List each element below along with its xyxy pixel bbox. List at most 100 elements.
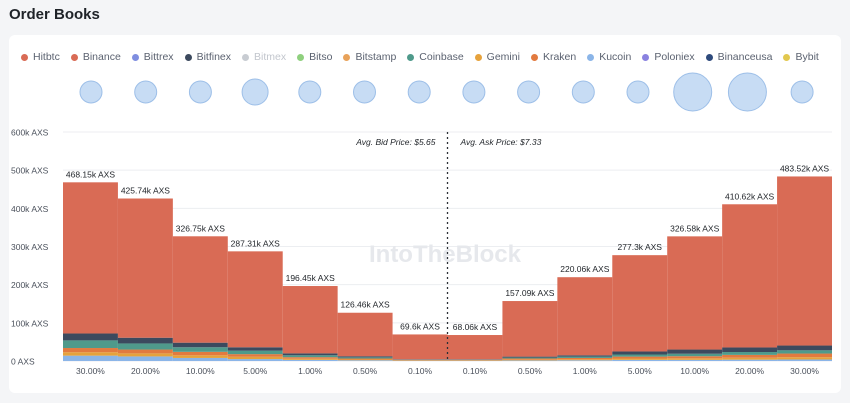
bubble-binanceusa[interactable]: [727, 72, 767, 112]
legend-item-bitso[interactable]: Bitso: [297, 51, 332, 63]
bar-segment-bitfinex: [172, 342, 228, 348]
legend-label: Kraken: [542, 51, 577, 63]
bar-segment-kraken: [502, 358, 558, 360]
bubble-bitstamp[interactable]: [407, 80, 431, 104]
bubble-poloniex[interactable]: [673, 72, 713, 112]
bar-segment-bitfinex: [722, 347, 778, 353]
bar-total-label: 483.52k AXS: [780, 163, 829, 173]
bar-segment-bitfinex: [63, 333, 118, 341]
bar-segment-gemini: [172, 355, 228, 358]
legend-label: Bittrex: [143, 51, 174, 63]
legend-label: Hitbtc: [33, 51, 60, 63]
bar-segment-kucoin: [722, 359, 778, 361]
legend-label: Gemini: [486, 51, 520, 63]
bar-segment-kraken: [612, 356, 668, 359]
bar-segment-binance: [392, 334, 448, 360]
bar-segment-kucoin: [117, 356, 173, 361]
legend-item-poloniex[interactable]: Poloniex: [642, 51, 695, 63]
x-tick-label: 0.10%: [408, 366, 433, 376]
y-tick-label: 400k AXS: [11, 204, 49, 214]
bar-segment-gemini: [117, 353, 173, 357]
bubble-hitbtc[interactable]: [79, 80, 103, 104]
legend-item-bitfinex[interactable]: Bitfinex: [184, 51, 231, 63]
bubble-bittrex[interactable]: [188, 80, 212, 104]
bar-segment-kucoin: [63, 355, 118, 361]
legend-item-binance[interactable]: Binance: [70, 51, 121, 63]
bubble-kraken[interactable]: [571, 80, 595, 104]
legend-label: Kucoin: [599, 51, 632, 63]
x-tick-label: 0.50%: [518, 366, 543, 376]
legend-item-bybit[interactable]: Bybit: [783, 51, 819, 63]
bar-total-label: 468.15k AXS: [66, 169, 115, 179]
bubble-bitso[interactable]: [353, 80, 376, 104]
bar-total-label: 196.45k AXS: [286, 273, 335, 283]
legend-label: Bitmex: [254, 51, 287, 63]
legend-item-bitmex[interactable]: Bitmex: [242, 51, 286, 63]
watermark-text: IntoTheBlock: [369, 241, 522, 268]
bar-segment-bitfinex: [117, 337, 173, 344]
bubble-bybit[interactable]: [790, 80, 814, 104]
bar-segment-binance: [557, 277, 613, 356]
legend-item-gemini[interactable]: Gemini: [474, 51, 520, 63]
x-tick-label: 30.00%: [76, 366, 105, 376]
bar-segment-kucoin: [502, 360, 558, 361]
legend-label: Binance: [82, 51, 121, 63]
bar-segment-kucoin: [557, 360, 613, 361]
bar-segment-binance: [63, 182, 118, 334]
bubble-bitmex[interactable]: [298, 80, 322, 104]
bar-segment-kraken: [117, 349, 173, 354]
x-tick-label: 10.00%: [680, 366, 709, 376]
bar-total-label: 220.06k AXS: [560, 264, 609, 274]
bar-segment-gemini: [282, 358, 338, 360]
legend-dot-icon: [343, 53, 351, 61]
bar-segment-binance: [282, 286, 338, 354]
bubble-coinbase[interactable]: [462, 80, 486, 104]
bar-segment-kraken: [337, 358, 393, 360]
bar-segment-coinbase: [227, 350, 283, 355]
bar-segment-coinbase: [777, 350, 832, 354]
legend-dot-icon: [705, 53, 713, 61]
y-tick-label: 100k AXS: [11, 318, 49, 328]
bar-segment-bitfinex: [777, 345, 832, 351]
legend-item-coinbase[interactable]: Coinbase: [407, 51, 464, 63]
bar-segment-kucoin: [227, 359, 283, 361]
bar-segment-bitfinex: [502, 356, 558, 358]
bubble-gemini[interactable]: [517, 80, 541, 104]
bar-segment-binance: [227, 251, 283, 348]
x-tick-label: 0.10%: [463, 366, 488, 376]
legend-item-binanceusa[interactable]: Binanceusa: [705, 51, 772, 63]
legend-item-bittrex[interactable]: Bittrex: [131, 51, 174, 63]
legend-dot-icon: [21, 53, 28, 61]
bar-segment-kucoin: [282, 359, 338, 361]
bar-segment-bitfinex: [337, 356, 393, 358]
bar-segment-gemini: [63, 352, 118, 356]
bar-segment-kraken: [557, 357, 613, 360]
x-tick-label: 10.00%: [186, 366, 215, 376]
legend-item-kraken[interactable]: Kraken: [530, 51, 577, 63]
bubble-bitfinex[interactable]: [241, 78, 269, 106]
bubble-binance[interactable]: [134, 80, 158, 104]
bar-segment-gemini: [557, 359, 613, 361]
bar-segment-kucoin: [777, 359, 832, 361]
legend-item-hitbtc[interactable]: Hitbtc: [21, 51, 60, 63]
legend: Hitbtc Binance Bittrex Bitfinex Bitmex Bitso B…: [21, 51, 830, 63]
bar-segment-kucoin: [172, 357, 228, 361]
bar-segment-binance: [502, 301, 558, 357]
x-tick-label: 1.00%: [298, 366, 323, 376]
bubble-kucoin[interactable]: [626, 80, 650, 104]
bar-segment-kraken: [172, 351, 228, 356]
legend-dot-icon: [642, 53, 650, 61]
x-tick-label: 1.00%: [573, 366, 598, 376]
legend-item-bitstamp[interactable]: Bitstamp: [343, 51, 396, 63]
bar-segment-kraken: [282, 357, 338, 359]
legend-item-kucoin[interactable]: Kucoin: [587, 51, 631, 63]
bar-segment-binance: [722, 204, 778, 348]
x-tick-label: 30.00%: [790, 366, 819, 376]
bar-segment-binance: [117, 198, 173, 338]
bar-segment-coinbase: [337, 357, 393, 359]
y-tick-label: 500k AXS: [11, 166, 49, 176]
x-tick-label: 5.00%: [243, 366, 268, 376]
legend-dot-icon: [242, 53, 249, 61]
bar-segment-coinbase: [612, 354, 668, 357]
legend-label: Bitstamp: [355, 51, 397, 63]
